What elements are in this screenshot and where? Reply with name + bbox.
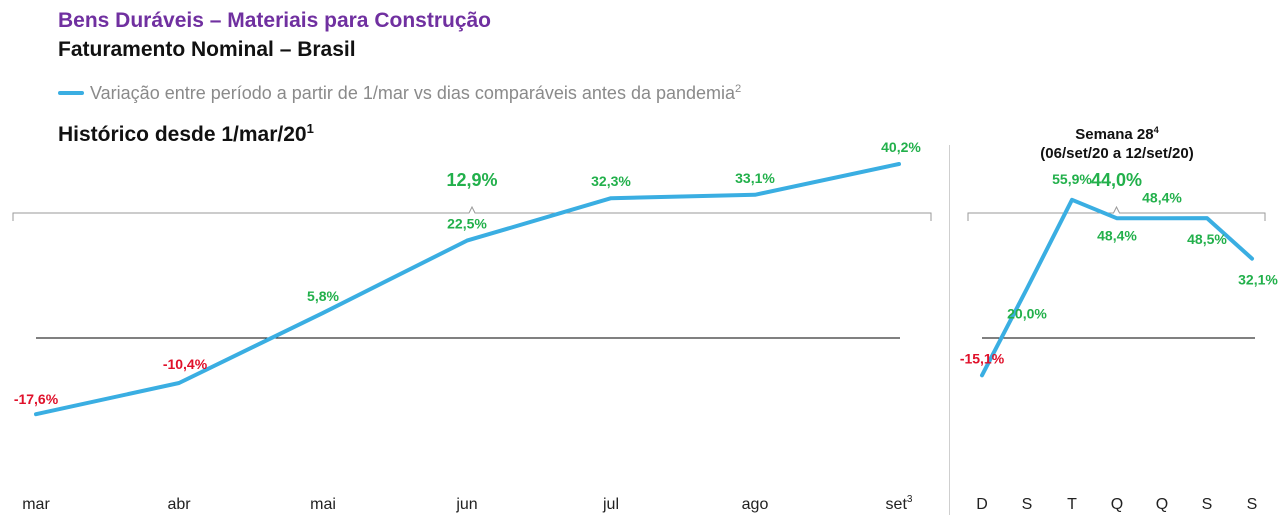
- x-tick-label: jun: [455, 496, 477, 513]
- data-label: 20,0%: [1007, 306, 1047, 322]
- x-tick-label: Q: [1156, 496, 1168, 513]
- x-tick-label: mai: [310, 496, 336, 513]
- data-point: [1250, 257, 1254, 261]
- data-point: [177, 381, 181, 385]
- x-tick-label: abr: [167, 496, 191, 513]
- series-line: [980, 197, 1254, 378]
- data-point: [34, 412, 38, 416]
- summary-bracket: [12, 205, 932, 221]
- x-tick-footnote: 3: [907, 494, 913, 505]
- data-point: [465, 239, 469, 243]
- x-tick-label: S: [1202, 496, 1213, 513]
- x-tick-label: S: [1022, 496, 1033, 513]
- legend: Variação entre período a partir de 1/mar…: [58, 80, 741, 106]
- x-tick-label: Q: [1111, 496, 1123, 513]
- data-label: 32,3%: [591, 173, 631, 189]
- series-line: [34, 162, 901, 417]
- summary-value: 44,0%: [1091, 170, 1142, 190]
- history-panel-title: Histórico desde 1/mar/201: [58, 121, 314, 146]
- legend-label: Variação entre período a partir de 1/mar…: [90, 82, 742, 103]
- data-point: [609, 196, 613, 200]
- x-tick-label: D: [976, 496, 988, 513]
- week-panel-range: (06/set/20 a 12/set/20): [1040, 145, 1194, 162]
- chart-subtitle: Faturamento Nominal – Brasil: [58, 38, 356, 61]
- legend-swatch: [58, 91, 84, 95]
- week-panel-title: Semana 284 (06/set/20 a 12/set/20): [982, 125, 1252, 163]
- data-label: -17,6%: [14, 391, 59, 407]
- x-tick-label: ago: [742, 496, 769, 513]
- data-label: -10,4%: [163, 356, 208, 372]
- data-label: 5,8%: [307, 288, 339, 304]
- data-label: -15,1%: [960, 350, 1005, 366]
- summary-bracket: [967, 205, 1266, 221]
- data-point: [1070, 198, 1074, 202]
- data-point: [321, 311, 325, 315]
- x-tick-label: T: [1067, 496, 1077, 513]
- data-point: [1160, 216, 1164, 220]
- x-tick-label: mar: [22, 496, 50, 513]
- data-label: 48,4%: [1142, 189, 1182, 205]
- data-label: 22,5%: [447, 216, 487, 232]
- data-point: [1025, 287, 1029, 290]
- chart-title: Bens Duráveis – Materiais para Construçã…: [58, 9, 492, 32]
- x-tick-label: S: [1247, 496, 1258, 513]
- panel-divider: [949, 145, 950, 515]
- data-point: [1115, 216, 1119, 220]
- data-label: 55,9%: [1052, 171, 1092, 187]
- data-point: [980, 373, 984, 377]
- x-tick-label: jul: [602, 496, 619, 513]
- data-label: 48,5%: [1187, 231, 1227, 247]
- data-label: 48,4%: [1097, 227, 1137, 243]
- data-point: [753, 193, 757, 197]
- x-tick-label: set3: [886, 494, 913, 513]
- data-label: 40,2%: [881, 139, 921, 155]
- data-point: [1205, 216, 1209, 220]
- data-label: 33,1%: [735, 170, 775, 186]
- summary-value: 12,9%: [446, 170, 497, 190]
- data-point: [897, 162, 901, 166]
- data-label: 32,1%: [1238, 272, 1278, 288]
